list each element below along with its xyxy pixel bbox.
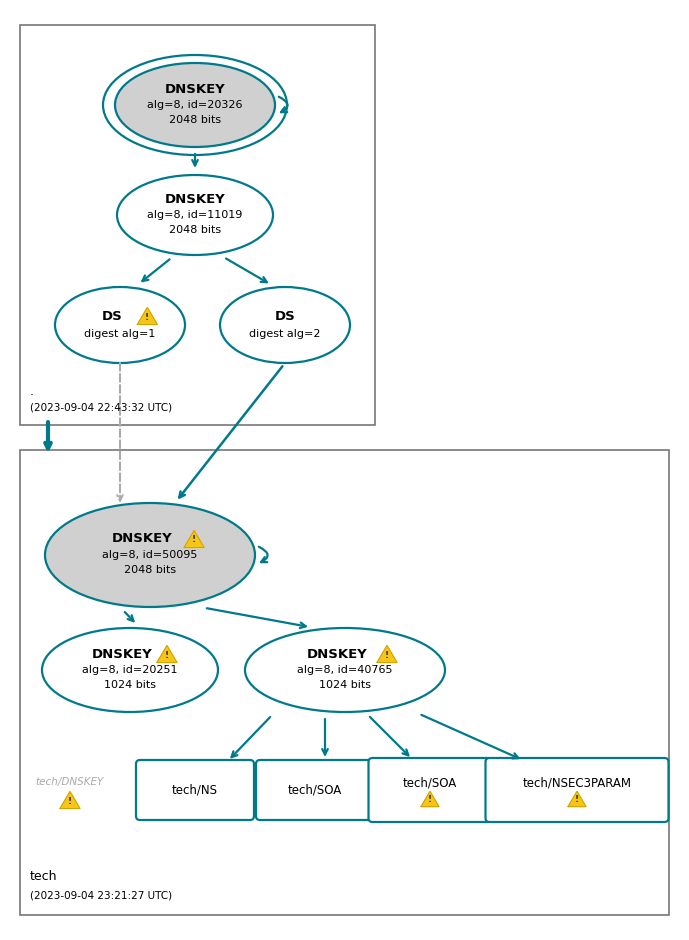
Bar bbox=[20, 450, 669, 915]
Text: !: ! bbox=[165, 650, 169, 660]
Text: .: . bbox=[30, 385, 34, 398]
FancyBboxPatch shape bbox=[369, 758, 491, 822]
Text: !: ! bbox=[192, 536, 196, 544]
Text: 1024 bits: 1024 bits bbox=[319, 680, 371, 690]
Text: 2048 bits: 2048 bits bbox=[169, 225, 221, 235]
Text: 2048 bits: 2048 bits bbox=[169, 115, 221, 125]
Text: (2023-09-04 22:43:32 UTC): (2023-09-04 22:43:32 UTC) bbox=[30, 403, 172, 413]
Text: tech/SOA: tech/SOA bbox=[288, 784, 342, 796]
Text: alg=8, id=20326: alg=8, id=20326 bbox=[147, 100, 243, 110]
Polygon shape bbox=[60, 791, 80, 808]
Text: !: ! bbox=[428, 795, 432, 805]
Text: digest alg=2: digest alg=2 bbox=[249, 329, 321, 339]
Ellipse shape bbox=[55, 287, 185, 363]
Ellipse shape bbox=[45, 503, 255, 607]
Polygon shape bbox=[568, 791, 586, 807]
Text: !: ! bbox=[385, 650, 389, 660]
Text: !: ! bbox=[145, 312, 150, 321]
Text: 2048 bits: 2048 bits bbox=[124, 565, 176, 575]
Text: alg=8, id=40765: alg=8, id=40765 bbox=[297, 665, 393, 675]
Ellipse shape bbox=[220, 287, 350, 363]
Polygon shape bbox=[421, 791, 439, 807]
Text: !: ! bbox=[68, 796, 72, 806]
FancyBboxPatch shape bbox=[256, 760, 374, 820]
Text: (2023-09-04 23:21:27 UTC): (2023-09-04 23:21:27 UTC) bbox=[30, 890, 172, 900]
Text: alg=8, id=20251: alg=8, id=20251 bbox=[82, 665, 178, 675]
Polygon shape bbox=[377, 646, 397, 663]
Text: alg=8, id=11019: alg=8, id=11019 bbox=[147, 210, 243, 220]
Text: tech: tech bbox=[30, 870, 57, 883]
Bar bbox=[20, 25, 375, 425]
Text: DNSKEY: DNSKEY bbox=[165, 83, 225, 96]
FancyBboxPatch shape bbox=[486, 758, 668, 822]
Polygon shape bbox=[184, 530, 204, 547]
Text: DS: DS bbox=[275, 309, 296, 322]
Polygon shape bbox=[137, 307, 157, 324]
Text: DNSKEY: DNSKEY bbox=[112, 532, 172, 545]
Text: DNSKEY: DNSKEY bbox=[92, 648, 152, 661]
Text: DNSKEY: DNSKEY bbox=[307, 648, 367, 661]
FancyBboxPatch shape bbox=[136, 760, 254, 820]
Text: !: ! bbox=[575, 795, 579, 805]
Text: tech/DNSKEY: tech/DNSKEY bbox=[36, 777, 104, 787]
Text: tech/NS: tech/NS bbox=[172, 784, 218, 796]
Ellipse shape bbox=[42, 628, 218, 712]
Ellipse shape bbox=[245, 628, 445, 712]
Ellipse shape bbox=[115, 63, 275, 147]
Text: alg=8, id=50095: alg=8, id=50095 bbox=[102, 550, 198, 560]
Text: tech/NSEC3PARAM: tech/NSEC3PARAM bbox=[522, 776, 632, 790]
Text: 1024 bits: 1024 bits bbox=[104, 680, 156, 690]
Text: tech/SOA: tech/SOA bbox=[403, 776, 457, 790]
Text: digest alg=1: digest alg=1 bbox=[84, 329, 156, 339]
Ellipse shape bbox=[117, 175, 273, 255]
Polygon shape bbox=[157, 646, 177, 663]
Text: DNSKEY: DNSKEY bbox=[165, 193, 225, 206]
Text: DS: DS bbox=[101, 309, 123, 322]
